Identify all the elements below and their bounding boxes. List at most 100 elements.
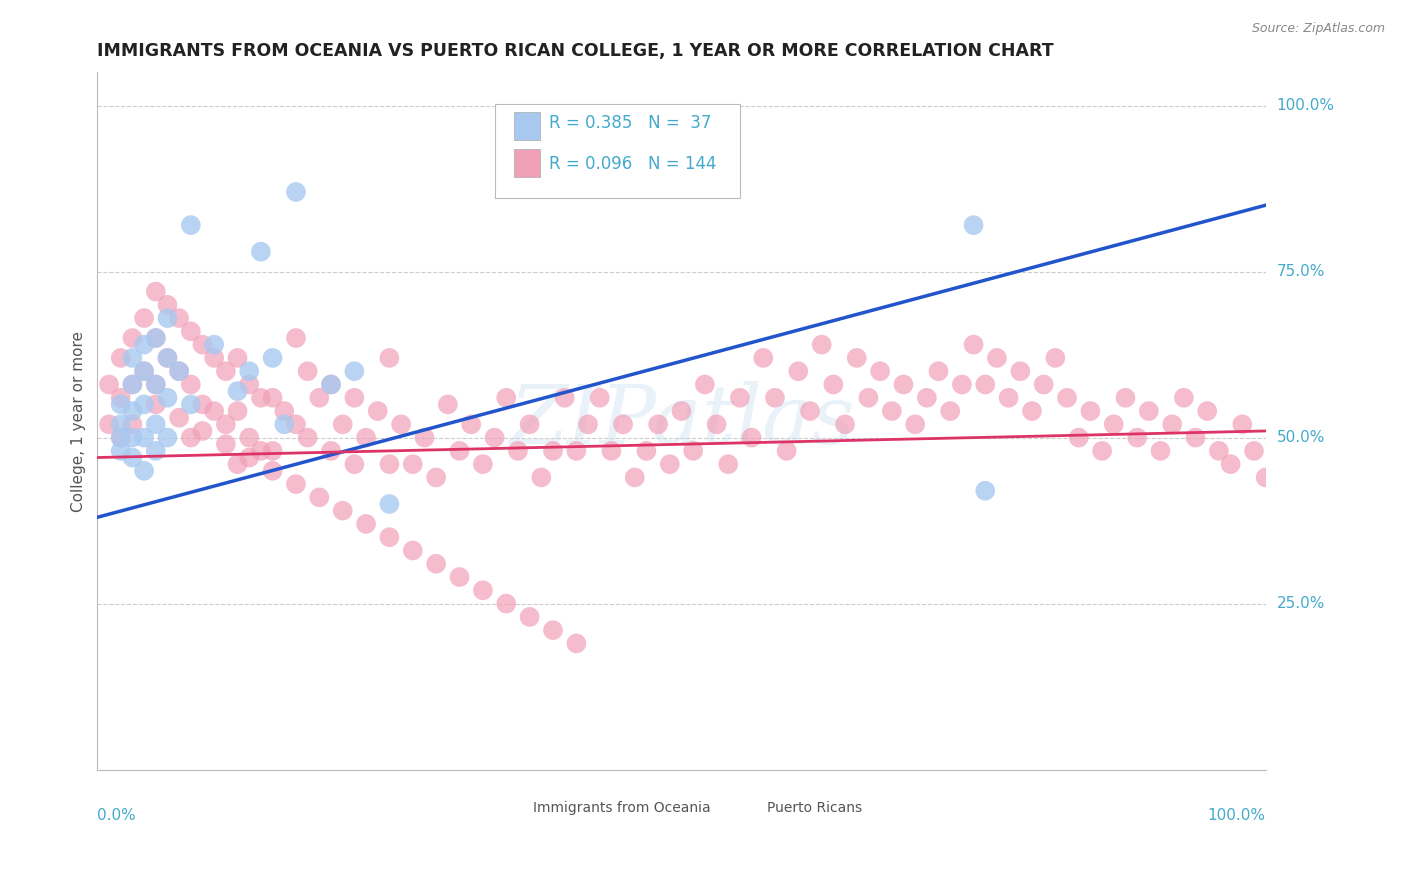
Point	[1032, 377, 1054, 392]
Point	[132, 431, 155, 445]
Point	[273, 404, 295, 418]
Point	[1080, 404, 1102, 418]
Point	[273, 417, 295, 432]
Point	[167, 311, 190, 326]
Point	[519, 610, 541, 624]
Point	[226, 351, 249, 365]
Point	[378, 497, 401, 511]
Point	[319, 377, 342, 392]
Point	[145, 377, 167, 392]
Point	[1137, 404, 1160, 418]
Point	[682, 443, 704, 458]
Point	[238, 364, 260, 378]
Point	[262, 391, 284, 405]
Point	[332, 503, 354, 517]
Point	[121, 377, 143, 392]
Point	[238, 377, 260, 392]
FancyBboxPatch shape	[515, 149, 540, 177]
Point	[262, 464, 284, 478]
Point	[449, 570, 471, 584]
Point	[437, 397, 460, 411]
Point	[1161, 417, 1184, 432]
Point	[1149, 443, 1171, 458]
Point	[962, 337, 984, 351]
Point	[319, 377, 342, 392]
Y-axis label: College, 1 year or more: College, 1 year or more	[72, 331, 86, 511]
Point	[589, 391, 612, 405]
Point	[145, 443, 167, 458]
Point	[262, 443, 284, 458]
Point	[658, 457, 681, 471]
Point	[389, 417, 412, 432]
Point	[974, 377, 997, 392]
Point	[706, 417, 728, 432]
Point	[449, 443, 471, 458]
Point	[180, 431, 202, 445]
Point	[98, 417, 121, 432]
Point	[1197, 404, 1219, 418]
Point	[180, 377, 202, 392]
Point	[413, 431, 436, 445]
Point	[145, 331, 167, 345]
Point	[145, 285, 167, 299]
Point	[367, 404, 389, 418]
Point	[145, 417, 167, 432]
Point	[1126, 431, 1149, 445]
Point	[110, 431, 132, 445]
Point	[145, 397, 167, 411]
Point	[425, 470, 447, 484]
Point	[1091, 443, 1114, 458]
Point	[343, 391, 366, 405]
Point	[460, 417, 482, 432]
Point	[238, 450, 260, 465]
Point	[378, 457, 401, 471]
Point	[939, 404, 962, 418]
Point	[226, 404, 249, 418]
Point	[156, 298, 179, 312]
Point	[763, 391, 786, 405]
Point	[1208, 443, 1230, 458]
Point	[576, 417, 599, 432]
Point	[180, 218, 202, 232]
Point	[297, 431, 319, 445]
Point	[530, 470, 553, 484]
Point	[495, 391, 517, 405]
Point	[869, 364, 891, 378]
Point	[693, 377, 716, 392]
Text: 50.0%: 50.0%	[1277, 430, 1324, 445]
Point	[962, 218, 984, 232]
Point	[132, 364, 155, 378]
Point	[495, 597, 517, 611]
Point	[810, 337, 832, 351]
FancyBboxPatch shape	[515, 112, 540, 140]
Point	[402, 457, 425, 471]
Point	[132, 397, 155, 411]
Point	[284, 331, 307, 345]
Point	[215, 417, 238, 432]
Point	[156, 351, 179, 365]
Point	[250, 443, 273, 458]
Point	[284, 477, 307, 491]
Point	[834, 417, 856, 432]
Point	[1045, 351, 1067, 365]
Text: 100.0%: 100.0%	[1277, 98, 1334, 113]
Point	[167, 364, 190, 378]
Point	[612, 417, 634, 432]
Point	[180, 324, 202, 338]
Point	[471, 583, 494, 598]
Point	[880, 404, 903, 418]
Point	[156, 311, 179, 326]
Point	[121, 351, 143, 365]
Point	[110, 417, 132, 432]
Point	[202, 337, 225, 351]
Point	[974, 483, 997, 498]
Point	[728, 391, 751, 405]
Point	[332, 417, 354, 432]
Point	[238, 431, 260, 445]
Point	[167, 364, 190, 378]
Point	[202, 351, 225, 365]
Point	[858, 391, 880, 405]
Point	[484, 431, 506, 445]
Point	[717, 457, 740, 471]
Point	[110, 351, 132, 365]
